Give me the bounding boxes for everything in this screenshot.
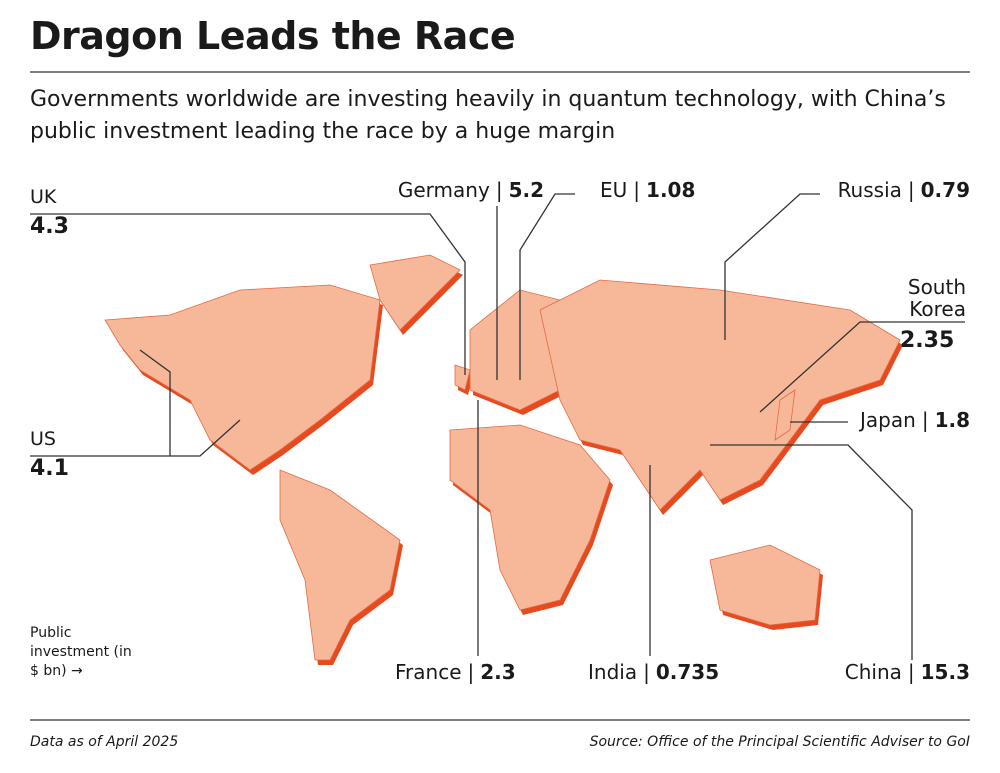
label: Japan | 1.8 (860, 408, 970, 432)
region-value: 1.8 (934, 408, 970, 432)
region-name: Japan (860, 408, 916, 432)
region-value: 0.79 (920, 178, 970, 202)
title: Dragon Leads the Race (30, 14, 516, 58)
label: South Korea (880, 276, 966, 320)
label: 2.35 (900, 328, 954, 353)
label: US 4.1 (30, 428, 69, 481)
region-value: 2.35 (900, 328, 955, 353)
region-value: 4.3 (30, 214, 69, 239)
region-name: China (844, 660, 902, 684)
region-value: 4.1 (30, 456, 69, 481)
region-value: 5.2 (508, 178, 544, 202)
region-name: South Korea (907, 275, 966, 321)
footnote: Data as of April 2025 (30, 734, 179, 750)
region-name: US (30, 428, 56, 450)
region-value: 1.08 (646, 178, 696, 202)
label: France | 2.3 (395, 660, 516, 684)
region-name: Germany (397, 178, 490, 202)
region-name: UK (30, 186, 57, 208)
label: EU | 1.08 (600, 178, 696, 202)
legend: Public investment (in $ bn) → (30, 625, 132, 679)
label: UK 4.3 (30, 186, 69, 239)
subtitle: Governments worldwide are investing heav… (30, 87, 946, 144)
region-value: 0.735 (655, 660, 720, 684)
region-name: India (588, 660, 638, 684)
map-land (104, 254, 901, 661)
label: China | 15.3 (844, 660, 970, 684)
region-value: 2.3 (480, 660, 516, 684)
region-value: 15.3 (920, 660, 970, 684)
region-name: EU (600, 178, 628, 202)
region-name: France (395, 660, 462, 684)
leader-lines (30, 193, 965, 660)
label: Russia | 0.79 (837, 178, 970, 202)
label: India | 0.735 (588, 660, 720, 684)
source: Source: Office of the Principal Scientif… (589, 734, 970, 750)
region-name: Russia (837, 178, 902, 202)
label: Germany | 5.2 (397, 178, 544, 202)
